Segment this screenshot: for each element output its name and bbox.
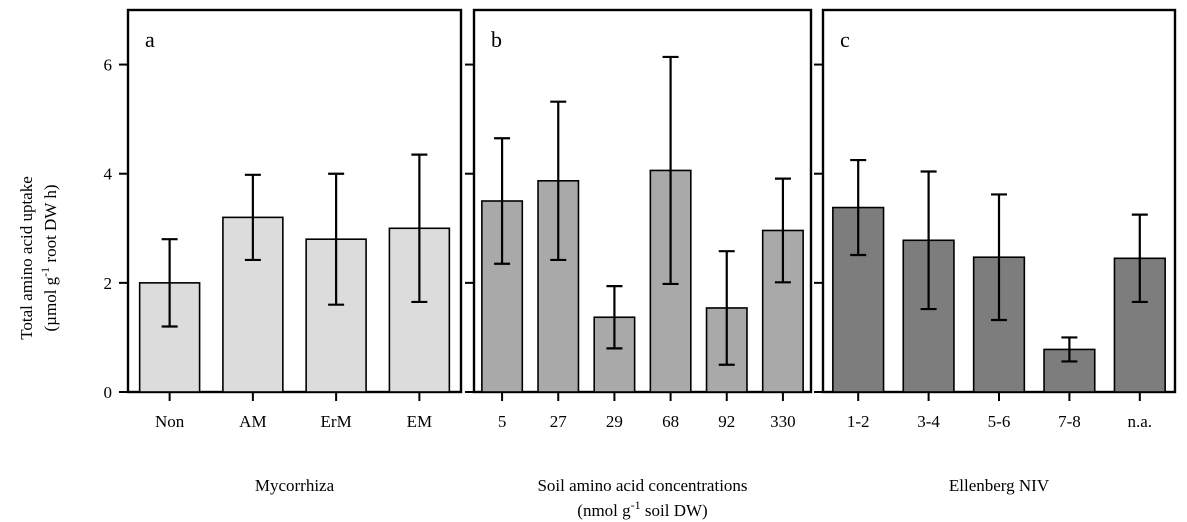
panel-b-error-bar bbox=[718, 250, 735, 366]
panel-c-category-label: 1-2 bbox=[847, 412, 870, 431]
y-tick-label: 0 bbox=[104, 383, 113, 402]
panel-a-error-bar bbox=[328, 172, 345, 306]
panel-b-error-bar bbox=[774, 177, 791, 284]
panel-a-error-bar bbox=[244, 173, 261, 262]
panel-b: b 5 27 29 68 92 330 Soil amino acid concentrati… bbox=[465, 8, 813, 520]
y-axis-title-line2: (µmol g-1 root DW h) bbox=[38, 185, 60, 332]
y-tick-label: 4 bbox=[104, 165, 113, 184]
panel-a-category-label: AM bbox=[239, 412, 266, 431]
y-axis-title: Total amino acid uptake (µmol g-1 root D… bbox=[17, 176, 60, 340]
chart-panels: 0 2 4 6 a Non AM ErM EM Mycorrhiza b 5 27 29 68 92 330 So… bbox=[104, 8, 1177, 520]
panel-c-error-bar bbox=[1131, 213, 1148, 304]
panel-b-x-axis-title-unit-pre: (nmol g bbox=[577, 501, 631, 520]
panel-a-category-label: Non bbox=[155, 412, 185, 431]
panel-a-letter: a bbox=[145, 27, 155, 52]
panel-b-category-label: 27 bbox=[550, 412, 568, 431]
panel-c-letter: c bbox=[840, 27, 850, 52]
panel-b-bar bbox=[761, 229, 804, 393]
panel-c-error-bar bbox=[920, 170, 937, 311]
panel-c-error-bar bbox=[1061, 336, 1078, 363]
panel-c-error-bar bbox=[991, 193, 1007, 322]
y-axis-title-unit-post: root DW h) bbox=[41, 185, 60, 267]
panel-b-letter: b bbox=[491, 27, 502, 52]
y-axis-title-line1: Total amino acid uptake bbox=[17, 176, 36, 340]
panel-c-category-label: 3-4 bbox=[917, 412, 940, 431]
y-tick-label: 6 bbox=[104, 56, 113, 75]
panel-c-error-bar bbox=[850, 158, 867, 257]
panel-b-category-label: 92 bbox=[718, 412, 735, 431]
y-tick-label: 2 bbox=[104, 274, 113, 293]
panel-b-category-label: 330 bbox=[770, 412, 796, 431]
y-axis-title-unit-sup: -1 bbox=[38, 267, 52, 277]
panel-b-x-axis-title: Soil amino acid concentrations bbox=[537, 476, 747, 495]
panel-b-category-label: 5 bbox=[498, 412, 507, 431]
panel-a-frame bbox=[126, 8, 463, 394]
panel-c-category-label: 7-8 bbox=[1058, 412, 1081, 431]
panel-b-x-axis-title-line2: (nmol g-1 soil DW) bbox=[577, 498, 707, 520]
panel-b-category-label: 29 bbox=[606, 412, 623, 431]
panel-b-error-bar bbox=[606, 285, 623, 350]
panel-a-category-label: EM bbox=[407, 412, 433, 431]
panel-b-x-axis-title-unit-sup: -1 bbox=[631, 498, 641, 512]
panel-c-category-label: 5-6 bbox=[988, 412, 1011, 431]
panel-a-error-bar bbox=[411, 153, 428, 304]
y-axis-title-unit-pre: (µmol g bbox=[41, 276, 60, 331]
panel-b-error-bar bbox=[494, 137, 511, 265]
panel-c-x-axis-title: Ellenberg NIV bbox=[949, 476, 1050, 495]
panel-b-error-bar bbox=[662, 55, 679, 286]
panel-b-frame bbox=[472, 8, 813, 394]
panel-b-category-label: 68 bbox=[662, 412, 679, 431]
panel-b-error-bar bbox=[550, 100, 567, 262]
panel-a: 0 2 4 6 a Non AM ErM EM Mycorrhiza bbox=[104, 8, 463, 495]
panel-a-category-label: ErM bbox=[321, 412, 352, 431]
panel-c: c 1-2 3-4 5-6 7-8 n.a. Ellenberg NIV bbox=[814, 8, 1177, 495]
panel-a-error-bar bbox=[161, 238, 178, 328]
panel-a-x-axis-title: Mycorrhiza bbox=[255, 476, 335, 495]
panel-b-x-axis-title-unit-post: soil DW) bbox=[641, 501, 708, 520]
panel-c-category-label: n.a. bbox=[1128, 412, 1153, 431]
